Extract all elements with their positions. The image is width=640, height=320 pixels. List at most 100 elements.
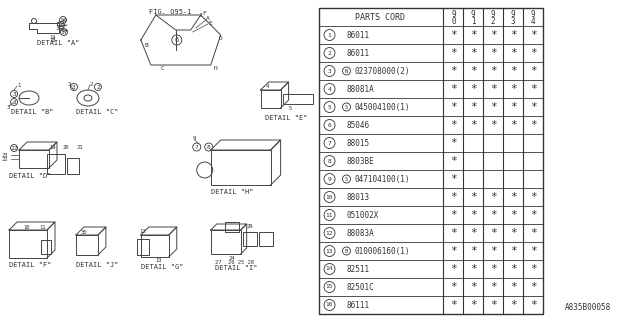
Text: DETAIL "A": DETAIL "A" bbox=[37, 40, 79, 46]
Text: 13: 13 bbox=[326, 249, 333, 253]
Text: FIG. O95-1: FIG. O95-1 bbox=[149, 9, 191, 15]
Text: *: * bbox=[510, 192, 516, 202]
Text: *: * bbox=[490, 192, 497, 202]
Text: *: * bbox=[470, 192, 477, 202]
Text: 16: 16 bbox=[326, 302, 333, 308]
Text: 15: 15 bbox=[57, 22, 65, 28]
Text: 86011: 86011 bbox=[346, 30, 370, 39]
Text: 8: 8 bbox=[328, 158, 332, 164]
Text: *: * bbox=[470, 66, 477, 76]
Text: J: J bbox=[199, 12, 202, 18]
Text: C: C bbox=[161, 66, 164, 70]
Text: 4: 4 bbox=[328, 86, 332, 92]
Text: 15: 15 bbox=[326, 284, 333, 290]
Text: *: * bbox=[490, 30, 497, 40]
Text: A: A bbox=[205, 15, 209, 20]
Text: 8803BE: 8803BE bbox=[346, 156, 374, 165]
Bar bbox=[283, 94, 312, 104]
Bar bbox=[243, 232, 257, 246]
Text: *: * bbox=[450, 84, 457, 94]
Text: 4: 4 bbox=[531, 17, 536, 26]
Text: 1: 1 bbox=[471, 17, 476, 26]
Text: 82511: 82511 bbox=[346, 265, 370, 274]
Text: 3: 3 bbox=[72, 84, 76, 90]
Text: 9: 9 bbox=[531, 10, 536, 19]
Text: *: * bbox=[510, 48, 516, 58]
Bar bbox=[41, 240, 51, 254]
Text: 82501C: 82501C bbox=[346, 283, 374, 292]
Text: DETAIL "C": DETAIL "C" bbox=[76, 109, 118, 115]
Text: 10: 10 bbox=[23, 225, 29, 229]
Text: *: * bbox=[470, 300, 477, 310]
Text: 14: 14 bbox=[49, 35, 56, 39]
Text: H: H bbox=[214, 66, 218, 70]
Text: *: * bbox=[490, 102, 497, 112]
Text: 3: 3 bbox=[12, 100, 16, 105]
Text: 13: 13 bbox=[155, 259, 161, 263]
Text: *: * bbox=[450, 228, 457, 238]
Bar bbox=[211, 230, 241, 254]
Text: 051002X: 051002X bbox=[346, 211, 379, 220]
Text: 14: 14 bbox=[326, 267, 333, 271]
Text: *: * bbox=[490, 246, 497, 256]
Text: *: * bbox=[530, 84, 536, 94]
Text: 30: 30 bbox=[81, 229, 88, 235]
Text: *: * bbox=[510, 228, 516, 238]
Bar bbox=[47, 154, 65, 174]
Bar bbox=[137, 239, 149, 255]
Text: 21: 21 bbox=[77, 145, 83, 149]
Text: *: * bbox=[450, 192, 457, 202]
Text: 2: 2 bbox=[90, 82, 93, 86]
Text: 18: 18 bbox=[49, 37, 56, 43]
Text: 24: 24 bbox=[228, 255, 235, 260]
Text: *: * bbox=[530, 210, 536, 220]
Text: 023708000(2): 023708000(2) bbox=[355, 67, 410, 76]
Text: 11: 11 bbox=[39, 225, 45, 229]
Text: *: * bbox=[530, 282, 536, 292]
Text: 9: 9 bbox=[328, 177, 332, 181]
Bar bbox=[225, 222, 239, 232]
Text: *: * bbox=[450, 264, 457, 274]
Text: *: * bbox=[450, 300, 457, 310]
Text: 16: 16 bbox=[60, 18, 67, 22]
Text: S: S bbox=[345, 105, 348, 109]
Text: *: * bbox=[530, 264, 536, 274]
Text: DETAIL "F": DETAIL "F" bbox=[9, 262, 52, 268]
Text: *: * bbox=[490, 300, 497, 310]
Text: F: F bbox=[203, 11, 207, 15]
Text: *: * bbox=[470, 120, 477, 130]
Text: DETAIL "H": DETAIL "H" bbox=[211, 189, 253, 195]
Text: *: * bbox=[530, 300, 536, 310]
Text: 9: 9 bbox=[193, 135, 196, 140]
Text: *: * bbox=[470, 48, 477, 58]
Text: *: * bbox=[450, 210, 457, 220]
Text: *: * bbox=[470, 102, 477, 112]
Text: *: * bbox=[510, 84, 516, 94]
Text: *: * bbox=[530, 228, 536, 238]
Text: 6: 6 bbox=[328, 123, 332, 127]
Text: 0: 0 bbox=[451, 17, 456, 26]
Text: 3: 3 bbox=[7, 105, 10, 109]
Text: 19: 19 bbox=[49, 145, 56, 149]
Text: *: * bbox=[450, 246, 457, 256]
Text: DETAIL "I": DETAIL "I" bbox=[214, 265, 257, 271]
Text: *: * bbox=[510, 300, 516, 310]
Text: *: * bbox=[510, 210, 516, 220]
Text: *: * bbox=[470, 264, 477, 274]
Bar bbox=[9, 230, 47, 258]
Text: *: * bbox=[530, 102, 536, 112]
Text: 86011: 86011 bbox=[346, 49, 370, 58]
Bar bbox=[211, 150, 271, 185]
Bar bbox=[260, 90, 280, 108]
Text: 6: 6 bbox=[175, 37, 179, 43]
Text: 2: 2 bbox=[96, 84, 100, 90]
Text: A835B00058: A835B00058 bbox=[565, 303, 611, 313]
Text: *: * bbox=[470, 84, 477, 94]
Text: *: * bbox=[490, 210, 497, 220]
Text: 20: 20 bbox=[63, 145, 70, 149]
Text: *: * bbox=[450, 138, 457, 148]
Text: 8: 8 bbox=[207, 145, 211, 149]
Text: *: * bbox=[510, 102, 516, 112]
Text: 2: 2 bbox=[491, 17, 495, 26]
Text: 29: 29 bbox=[246, 223, 253, 228]
